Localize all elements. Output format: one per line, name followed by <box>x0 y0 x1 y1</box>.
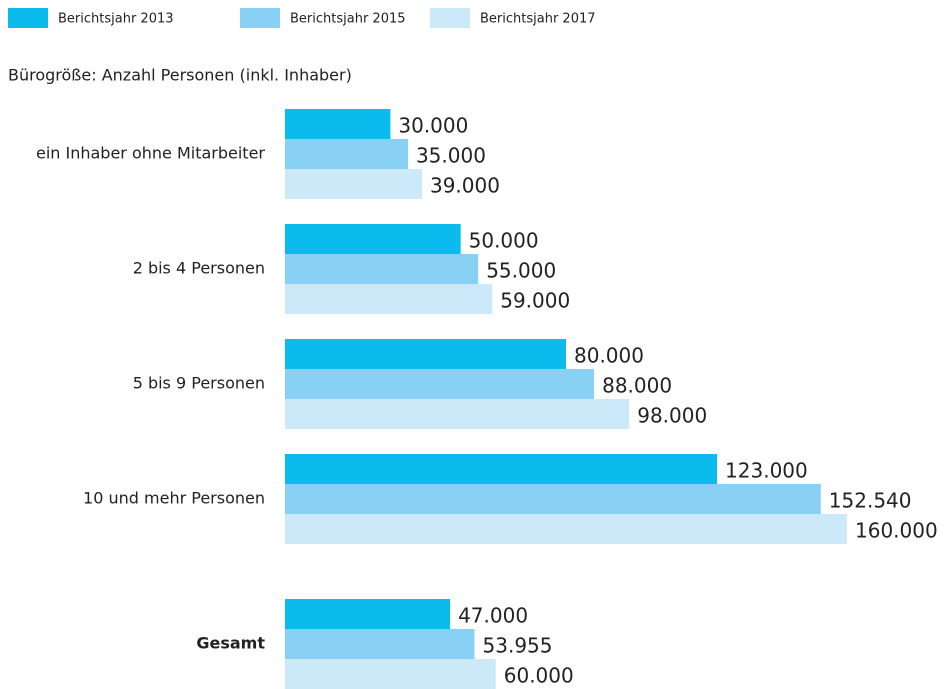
bar <box>285 109 391 139</box>
bar <box>285 224 461 254</box>
value-label: 59.000 <box>500 289 570 313</box>
bar <box>285 169 422 199</box>
bar <box>285 254 479 284</box>
bar <box>285 629 475 659</box>
value-label: 80.000 <box>574 344 644 368</box>
legend-swatch <box>8 8 48 28</box>
chart-subtitle: Bürogröße: Anzahl Personen (inkl. Inhabe… <box>8 66 352 85</box>
value-label: 123.000 <box>725 459 808 483</box>
legend-swatch <box>430 8 470 28</box>
bar <box>285 659 496 689</box>
value-label: 39.000 <box>430 174 500 198</box>
value-label: 60.000 <box>504 664 574 688</box>
value-label: 98.000 <box>637 404 707 428</box>
legend-label: Berichtsjahr 2017 <box>480 12 596 27</box>
legend-swatch <box>240 8 280 28</box>
value-label: 88.000 <box>602 374 672 398</box>
bar <box>285 369 595 399</box>
value-label: 30.000 <box>398 114 468 138</box>
value-label: 50.000 <box>469 229 539 253</box>
bar <box>285 514 847 544</box>
category-label: Gesamt <box>196 634 265 653</box>
legend-label: Berichtsjahr 2015 <box>290 12 406 27</box>
value-label: 35.000 <box>416 144 486 168</box>
bar <box>285 339 566 369</box>
bar <box>285 599 451 629</box>
bar <box>285 284 493 314</box>
category-label: 2 bis 4 Personen <box>133 259 265 278</box>
bar <box>285 139 408 169</box>
value-label: 152.540 <box>829 489 912 513</box>
value-label: 160.000 <box>855 519 938 543</box>
value-label: 47.000 <box>458 604 528 628</box>
category-label: 10 und mehr Personen <box>83 489 265 508</box>
category-label: ein Inhaber ohne Mitarbeiter <box>36 144 265 163</box>
bar <box>285 484 821 514</box>
legend-label: Berichtsjahr 2013 <box>58 12 174 27</box>
bar <box>285 454 718 484</box>
category-label: 5 bis 9 Personen <box>133 374 265 393</box>
value-label: 55.000 <box>486 259 556 283</box>
bar <box>285 399 630 429</box>
value-label: 53.955 <box>483 634 553 658</box>
